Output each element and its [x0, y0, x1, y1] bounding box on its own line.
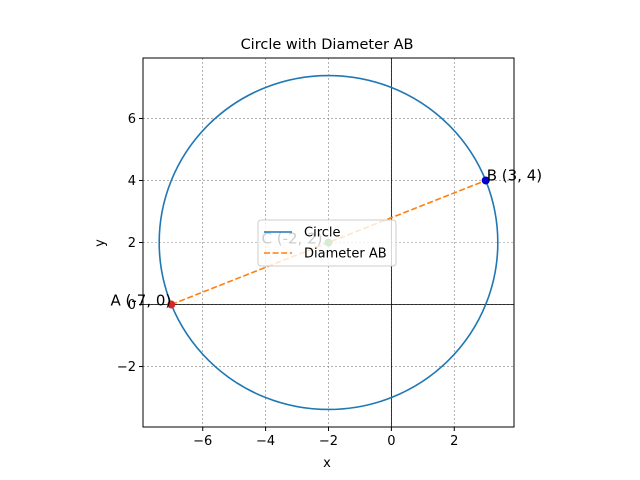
y-tick-label: 0 — [128, 298, 136, 313]
x-tick-label: −4 — [256, 434, 275, 449]
x-tick-label: −6 — [193, 434, 212, 449]
x-tick-label: 0 — [387, 434, 395, 449]
y-tick-label: 2 — [128, 236, 136, 251]
point-label: B (3, 4) — [487, 166, 542, 184]
y-tick-label: 4 — [128, 174, 136, 189]
x-tick-label: 2 — [450, 434, 458, 449]
x-tick-label: −2 — [319, 434, 338, 449]
x-axis-label: x — [323, 456, 331, 471]
point-marker — [481, 176, 490, 185]
y-tick-label: 6 — [128, 112, 136, 127]
legend: Circle Diameter AB — [257, 219, 397, 267]
y-axis-label: y — [93, 239, 108, 247]
ticks: −6 −4 −2 0 2 −2 0 2 4 6 — [117, 112, 459, 449]
point-label: A (-7, 0) — [111, 292, 172, 310]
legend-entry: Circle — [304, 226, 341, 241]
y-tick-label: −2 — [117, 360, 136, 375]
legend-box — [257, 219, 397, 267]
point-marker — [167, 300, 176, 309]
legend-entry: Diameter AB — [304, 247, 387, 262]
chart-title: Circle with Diameter AB — [241, 37, 414, 53]
circle-series-line — [158, 74, 499, 411]
